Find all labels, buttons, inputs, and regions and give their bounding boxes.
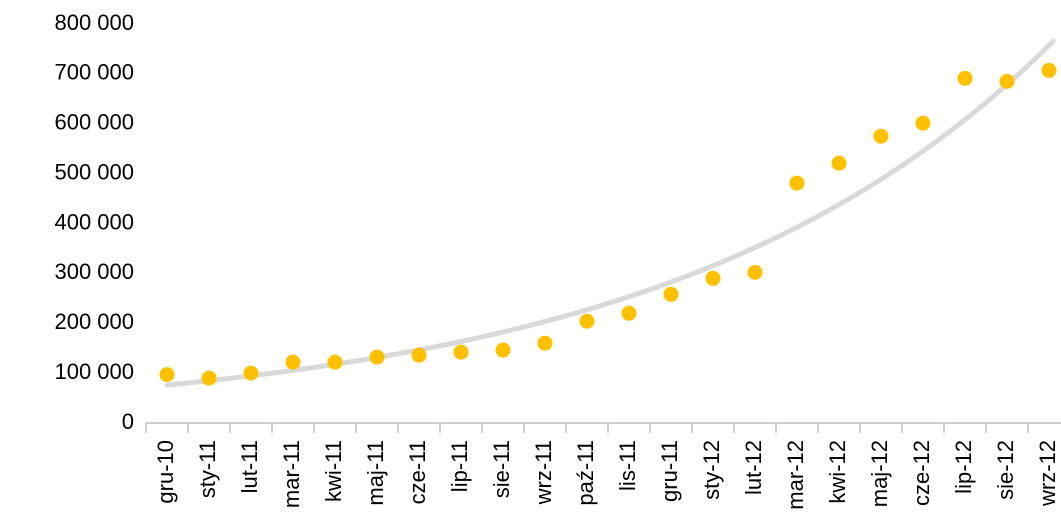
x-tick-label: lip-12 xyxy=(951,440,976,494)
point xyxy=(327,354,343,370)
x-tick-label: maj-12 xyxy=(867,440,892,507)
point xyxy=(831,155,847,171)
point xyxy=(159,367,175,383)
x-tick-label: wrz-11 xyxy=(531,440,556,505)
y-tick-label: 100 000 xyxy=(54,359,134,384)
point xyxy=(243,365,259,381)
x-tick-label: lut-11 xyxy=(237,440,262,493)
y-tick-label: 700 000 xyxy=(54,60,134,85)
x-tick-label: gru-10 xyxy=(153,440,178,504)
point xyxy=(705,270,721,286)
point xyxy=(747,264,763,280)
x-tick-label: mar-11 xyxy=(279,440,304,508)
y-tick-label: 600 000 xyxy=(54,110,134,135)
x-tick-label: wrz-12 xyxy=(1035,440,1060,507)
x-tick-label: sty-11 xyxy=(195,440,220,498)
point xyxy=(411,347,427,363)
y-tick-label: 300 000 xyxy=(54,259,134,284)
x-tick-label: sty-12 xyxy=(699,440,724,500)
point xyxy=(999,73,1015,89)
point xyxy=(663,286,679,302)
point xyxy=(201,370,217,386)
point xyxy=(579,313,595,329)
point xyxy=(369,349,385,365)
x-tick-label: lut-12 xyxy=(741,440,766,495)
x-tick-label: cze-11 xyxy=(405,440,430,504)
x-tick-label: lip-11 xyxy=(447,440,472,492)
x-tick-label: mar-12 xyxy=(783,440,808,510)
x-tick-label: paź-11 xyxy=(573,440,598,506)
x-tick-label: kwi-11 xyxy=(321,440,346,502)
x-tick-label: gru-11 xyxy=(657,440,682,502)
point xyxy=(873,128,889,144)
point xyxy=(495,342,511,358)
x-tick-label: kwi-12 xyxy=(825,440,850,504)
point xyxy=(285,354,301,370)
point xyxy=(789,175,805,191)
y-tick-label: 400 000 xyxy=(54,209,134,234)
point xyxy=(915,115,931,131)
point xyxy=(957,70,973,86)
x-tick-label: lis-11 xyxy=(615,440,640,491)
x-tick-label: sie-11 xyxy=(489,440,514,498)
x-tick-label: cze-12 xyxy=(909,440,934,506)
point xyxy=(1041,62,1057,78)
x-tick-label: maj-11 xyxy=(363,440,388,506)
y-tick-label: 200 000 xyxy=(54,309,134,334)
y-tick-label: 800 000 xyxy=(54,10,134,35)
y-tick-label: 500 000 xyxy=(54,159,134,184)
point xyxy=(537,335,553,351)
point xyxy=(453,344,469,360)
x-tick-label: sie-12 xyxy=(993,440,1018,500)
trendline xyxy=(164,38,1056,388)
y-tick-label: 0 xyxy=(122,409,134,434)
point xyxy=(621,305,637,321)
